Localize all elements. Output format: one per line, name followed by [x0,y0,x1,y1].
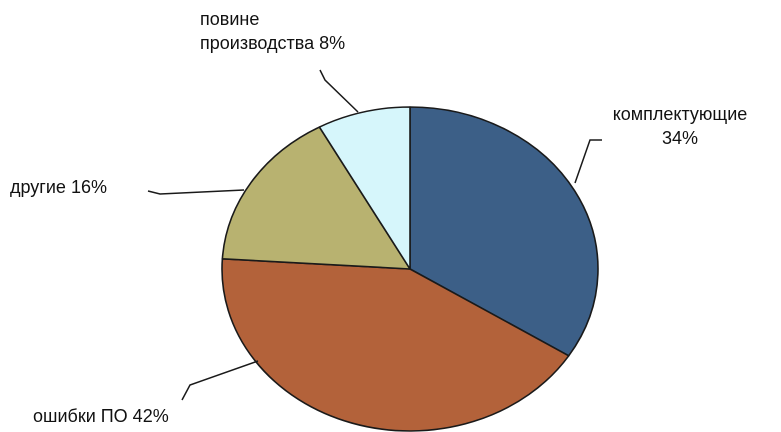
pie-slice-drugie [221,126,411,270]
leader-lines [147,69,602,401]
slice-label-line: ошибки ПО 42% [33,406,169,426]
leader-line-komplektuyushchie [574,139,602,184]
slice-label-line: повине [200,9,259,29]
leader-line-oshibki-po [181,360,259,401]
slice-labels: комплектующие 34% ошибки ПО 42% другие 16% п… [10,9,747,426]
pie-slice-komplektuyushchie [409,106,599,357]
slice-label-oshibki-po: ошибки ПО 42% [33,406,169,426]
pie-slice-povine-proizvodstva [318,106,411,270]
slice-label-line: производства 8% [200,33,345,53]
pie-slices [221,106,599,432]
slice-label-komplektuyushchie: комплектующие 34% [613,104,748,148]
slice-label-line: другие 16% [10,177,107,197]
leader-line-povine-proizvodstva [319,69,359,113]
leader-line-drugie [147,189,245,195]
slice-label-povine-proizvodstva: повине производства 8% [200,9,345,53]
slice-label-line: 34% [662,128,698,148]
pie-slice-oshibki-po [221,258,570,432]
slice-label-drugie: другие 16% [10,177,107,197]
slice-label-line: комплектующие [613,104,748,124]
